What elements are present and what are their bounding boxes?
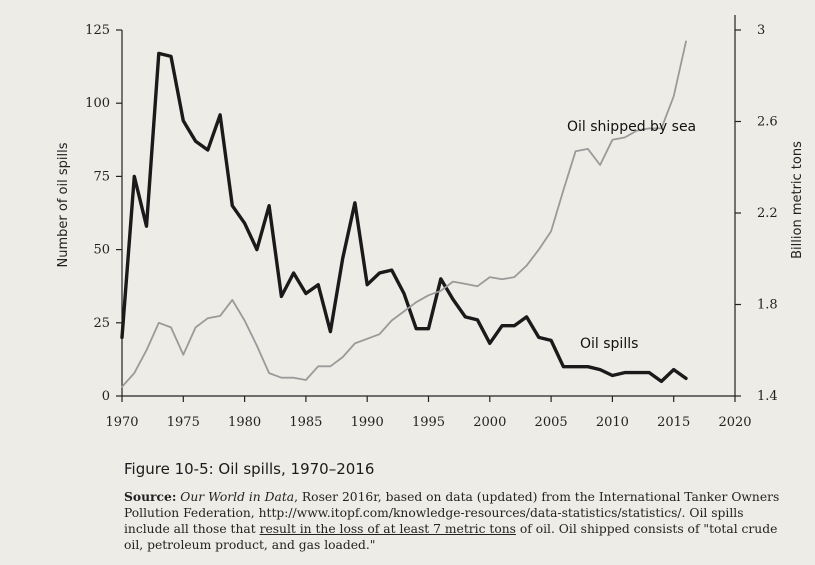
series-line-oil-shipped-by-sea	[121, 40, 687, 388]
chart-lines	[120, 40, 688, 388]
series-line-oil-spills	[120, 51, 688, 384]
x-tick-label: 1990	[351, 415, 384, 430]
x-tick-label: 2005	[535, 415, 568, 430]
figure-caption-title: Figure 10-5: Oil spills, 1970–2016	[124, 460, 375, 478]
right-tick-label: 3	[757, 23, 765, 38]
source-text-part1: , Roser 2016r, based on data (updated) f…	[124, 490, 780, 536]
x-tick-label: 2010	[596, 415, 629, 430]
left-tick-label: 0	[102, 389, 110, 404]
series-label-oil-shipped: Oil shipped by sea	[567, 119, 696, 135]
series-label-oil-spills: Oil spills	[580, 336, 638, 352]
right-tick-label: 2.6	[757, 115, 778, 130]
right-tick-label: 2.2	[757, 206, 778, 221]
left-tick-label: 125	[85, 23, 110, 38]
left-tick-label: 25	[93, 316, 110, 331]
right-tick-label: 1.8	[757, 298, 778, 313]
chart-labels: Number of oil spills Billion metric tons…	[56, 119, 805, 352]
x-tick-label: 1985	[289, 415, 322, 430]
left-axis-title: Number of oil spills	[56, 142, 71, 267]
x-tick-label: 1975	[167, 415, 200, 430]
x-tick-label: 1995	[412, 415, 445, 430]
x-tick-label: 1970	[105, 415, 138, 430]
source-text-underlined: result in the loss of at least 7 metric …	[259, 522, 516, 536]
right-axis-title: Billion metric tons	[790, 141, 805, 259]
left-tick-label: 100	[85, 96, 110, 111]
chart-axes: 0 25 50 75 100 125 1.4 1.8 2.2 2.6 3 1970 1975 1980 19…	[85, 15, 778, 430]
left-tick-label: 50	[93, 243, 110, 258]
left-tick-label: 75	[93, 169, 110, 184]
x-tick-label: 2020	[718, 415, 751, 430]
source-title: Our World in Data	[180, 490, 295, 504]
right-tick-label: 1.4	[757, 389, 778, 404]
x-tick-label: 2000	[473, 415, 506, 430]
x-tick-label: 2015	[657, 415, 690, 430]
source-label: Source:	[124, 489, 177, 504]
x-tick-label: 1980	[228, 415, 261, 430]
source-text-part2: of oil. Oil shipped consists of "total c…	[124, 522, 778, 552]
figure-source-note: Source: Our World in Data, Roser 2016r, …	[124, 489, 792, 553]
